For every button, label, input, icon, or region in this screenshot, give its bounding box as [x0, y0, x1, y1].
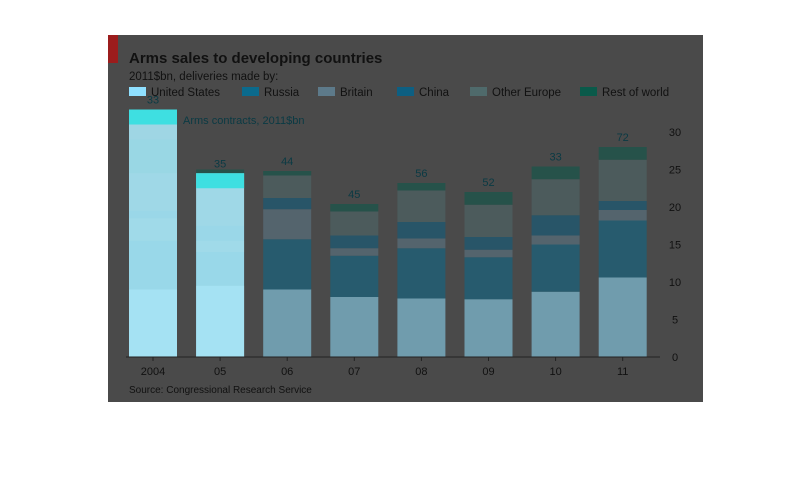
source-note: Source: Congressional Research Service: [129, 385, 312, 396]
legend: United States Russia Britain China Other Eur…: [129, 87, 669, 99]
legend-swatch: [580, 87, 597, 96]
bar-segment: [263, 175, 312, 198]
legend-label: Rest of world: [602, 87, 669, 99]
legend-label: China: [419, 87, 450, 99]
bar-segment: [330, 211, 379, 236]
legend-label: Russia: [264, 87, 300, 99]
bars-group: [129, 109, 647, 357]
bar-segment: [531, 179, 580, 216]
bar-segment: [531, 291, 580, 357]
bar-segment: [397, 183, 446, 191]
contract-value-label: 35: [214, 158, 226, 170]
x-tick-label: 11: [617, 366, 628, 378]
bar-segment: [397, 190, 446, 222]
bar-segment: [397, 222, 446, 239]
contract-value-label: 33: [549, 152, 561, 164]
x-tick-label: 2004: [141, 366, 165, 378]
y-tick-label: 10: [669, 277, 681, 289]
bar-segment: [464, 249, 513, 258]
x-tick-label: 08: [415, 366, 427, 378]
bar-segment: [330, 297, 379, 357]
legend-swatch: [242, 87, 259, 96]
highlight-bar-top: [196, 173, 245, 189]
y-tick-label: 20: [669, 202, 681, 214]
x-tick-label: 09: [482, 366, 494, 378]
contract-value-label: 33: [147, 95, 159, 107]
bar-segment: [464, 299, 513, 357]
contract-value-label: 72: [617, 132, 629, 144]
legend-label: Other Europe: [492, 87, 561, 99]
y-tick-label: 15: [669, 240, 681, 252]
x-tick-label: 06: [281, 366, 293, 378]
y-tick-label: 25: [669, 165, 681, 177]
bar-segment: [598, 147, 647, 160]
red-tab-accent: [108, 35, 118, 63]
bar-segment: [330, 204, 379, 212]
bar-segment: [531, 215, 580, 236]
legend-label: Britain: [340, 87, 373, 99]
bar-segment: [330, 235, 379, 249]
legend-swatch: [470, 87, 487, 96]
y-tick-label: 0: [672, 352, 678, 364]
contract-labels-group: 33 35 44 45 56 52 33 72: [147, 95, 629, 202]
contract-value-label: 56: [415, 168, 427, 180]
legend-swatch: [129, 87, 146, 96]
bar-segment: [464, 257, 513, 300]
contract-value-label: 45: [348, 189, 360, 201]
bar-segment: [598, 201, 647, 210]
bar-segment: [330, 248, 379, 256]
bar-segment: [598, 210, 647, 221]
x-tick-label: 05: [214, 366, 226, 378]
highlight-bar: [196, 173, 245, 357]
bar-segment: [598, 277, 647, 357]
highlight-bar-top: [129, 109, 177, 125]
bar-segment: [330, 255, 379, 297]
y-tick-label: 5: [672, 315, 678, 327]
bar-segment: [598, 220, 647, 278]
bar-segment: [397, 238, 446, 249]
chart-title: Arms sales to developing countries: [129, 50, 382, 67]
chart-subtitle: 2011$bn, deliveries made by:: [129, 71, 278, 83]
x-axis: 2004 05 06 07 08 09 10 11: [126, 356, 660, 378]
bar-segment: [464, 204, 513, 237]
bar-segment: [397, 248, 446, 299]
bar-segment: [397, 298, 446, 357]
bar-segment: [531, 235, 580, 245]
y-tick-label: 30: [669, 127, 681, 139]
y-axis: 0 5 10 15 20 25 30: [669, 127, 681, 364]
bar-segment: [263, 171, 312, 176]
legend-label: United States: [151, 87, 220, 99]
legend-swatch: [318, 87, 335, 96]
bar-segment: [531, 244, 580, 292]
bar-segment: [464, 237, 513, 250]
contracts-label: Arms contracts, 2011$bn: [183, 115, 304, 127]
legend-swatch: [397, 87, 414, 96]
contract-value-label: 52: [482, 177, 494, 189]
bar-segment: [598, 159, 647, 201]
x-tick-label: 10: [549, 366, 561, 378]
bar-segment: [263, 198, 312, 210]
bar-segment: [263, 289, 312, 357]
contract-value-label: 44: [281, 156, 293, 168]
bar-segment: [531, 166, 580, 180]
bar-segment: [263, 209, 312, 240]
x-tick-label: 07: [348, 366, 360, 378]
highlight-bar: [129, 109, 177, 357]
bar-segment: [464, 192, 513, 205]
bar-segment: [263, 239, 312, 290]
